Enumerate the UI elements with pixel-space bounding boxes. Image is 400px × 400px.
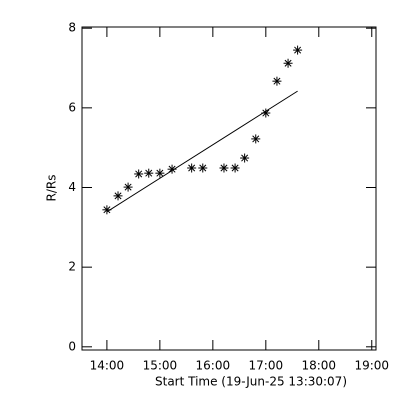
asterisk-stroke	[103, 206, 111, 214]
data-point	[219, 163, 229, 173]
data-point	[230, 163, 240, 173]
asterisk-stroke	[284, 59, 292, 67]
data-point	[144, 168, 154, 178]
asterisk-stroke	[220, 164, 228, 172]
x-tick-label: 18:00	[301, 359, 336, 373]
data-point	[251, 134, 261, 144]
data-point	[187, 163, 197, 173]
plot-frame	[81, 26, 377, 351]
asterisk-stroke	[241, 154, 249, 162]
x-tick-label: 16:00	[196, 359, 231, 373]
x-tick-label: 19:00	[354, 359, 389, 373]
y-axis-label: R/Rs	[45, 175, 59, 202]
data-point	[123, 182, 133, 192]
y-tick-label: 2	[68, 260, 76, 274]
asterisk-stroke	[114, 192, 122, 200]
asterisk-stroke	[273, 77, 281, 85]
asterisk-stroke	[199, 164, 207, 172]
y-tick-label: 6	[68, 100, 76, 114]
x-axis-label: Start Time (19-Jun-25 13:30:07)	[155, 375, 347, 389]
asterisk-stroke	[231, 164, 239, 172]
asterisk-stroke	[124, 183, 132, 191]
asterisk-stroke	[156, 169, 164, 177]
data-point	[155, 168, 165, 178]
y-tick-label: 0	[68, 339, 76, 353]
data-point	[198, 163, 208, 173]
data-point	[240, 153, 250, 163]
data-point	[272, 76, 282, 86]
y-tick-label: 8	[68, 21, 76, 35]
asterisk-stroke	[135, 170, 143, 178]
asterisk-stroke	[262, 109, 270, 117]
data-point	[261, 108, 271, 118]
data-point	[113, 191, 123, 201]
data-point	[293, 45, 303, 55]
fit-line	[106, 90, 298, 213]
x-tick-label: 15:00	[143, 359, 178, 373]
x-tick-label: 17:00	[249, 359, 284, 373]
asterisk-stroke	[188, 164, 196, 172]
asterisk-stroke	[145, 169, 153, 177]
data-point	[134, 169, 144, 179]
asterisk-stroke	[168, 165, 176, 173]
data-point	[283, 58, 293, 68]
asterisk-stroke	[252, 135, 260, 143]
y-tick-label: 4	[68, 180, 76, 194]
asterisk-stroke	[294, 46, 302, 54]
x-tick-label: 14:00	[90, 359, 125, 373]
